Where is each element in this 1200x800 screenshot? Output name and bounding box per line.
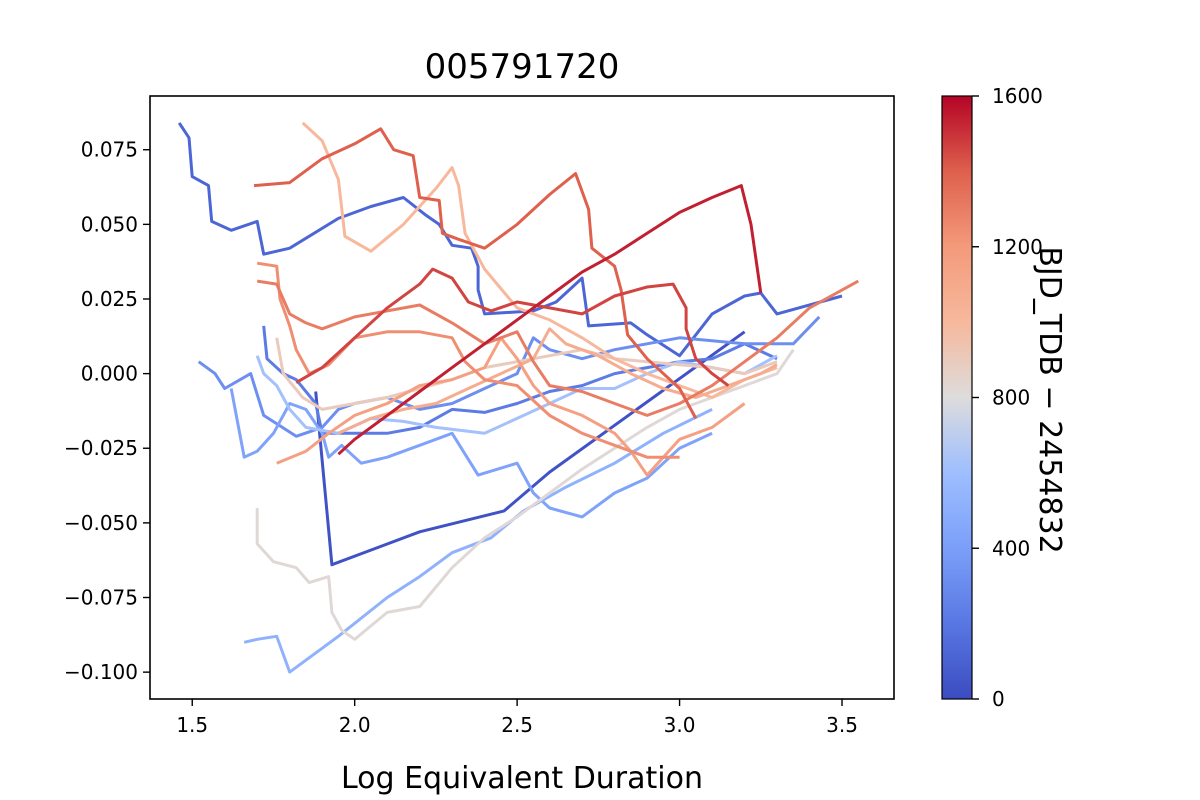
plot-frame <box>149 95 895 700</box>
colorbar-ticks: 0 400 800 1200 1600 <box>972 84 1043 711</box>
colorbar-label-group: BJD_TDB − 2454832 <box>1032 246 1067 553</box>
series-line <box>253 127 698 420</box>
x-tick-label: 3.5 <box>826 713 858 737</box>
y-axis-ticks: 0.075 0.050 0.025 0.000 −0.025 −0.050 −0.075 −0… <box>64 138 150 684</box>
colorbar-tick-label: 400 <box>992 536 1030 560</box>
series-line <box>255 354 778 435</box>
x-tick-label: 3.0 <box>664 713 696 737</box>
x-axis-title: Log Equivalent Duration <box>341 761 703 796</box>
x-tick-label: 2.0 <box>339 713 371 737</box>
series-line <box>275 337 778 411</box>
x-tick-label: 1.5 <box>176 713 208 737</box>
y-tick-label: 0.050 <box>81 212 138 236</box>
series-line <box>337 184 763 456</box>
colorbar-tick-label: 1200 <box>992 235 1043 259</box>
series-line <box>229 388 713 519</box>
y-tick-label: −0.075 <box>64 586 138 610</box>
plot-lines <box>177 121 860 674</box>
colorbar-tick-label: 1600 <box>992 84 1043 108</box>
series-line <box>276 336 746 477</box>
y-tick-label: −0.025 <box>64 436 138 460</box>
series-line <box>314 330 746 567</box>
chart-title: 005791720 <box>425 47 620 87</box>
colorbar-tick-label: 800 <box>992 386 1030 410</box>
series-line <box>177 122 843 358</box>
series-line <box>243 408 713 674</box>
series-line <box>337 327 778 435</box>
series-line <box>256 279 860 417</box>
y-tick-label: 0.025 <box>81 287 138 311</box>
series-line <box>256 261 680 459</box>
y-tick-label: 0.000 <box>81 362 138 386</box>
y-tick-label: −0.100 <box>64 660 138 684</box>
x-axis-ticks: 1.5 2.0 2.5 3.0 3.5 <box>176 699 858 737</box>
colorbar <box>941 95 973 700</box>
y-tick-label: 0.075 <box>81 138 138 162</box>
colorbar-tick-label: 0 <box>992 687 1005 711</box>
series-line <box>197 315 821 438</box>
y-tick-label: −0.050 <box>64 511 138 535</box>
series-line <box>295 267 730 387</box>
x-tick-label: 2.5 <box>501 713 533 737</box>
colorbar-label: BJD_TDB − 2454832 <box>1032 246 1067 553</box>
